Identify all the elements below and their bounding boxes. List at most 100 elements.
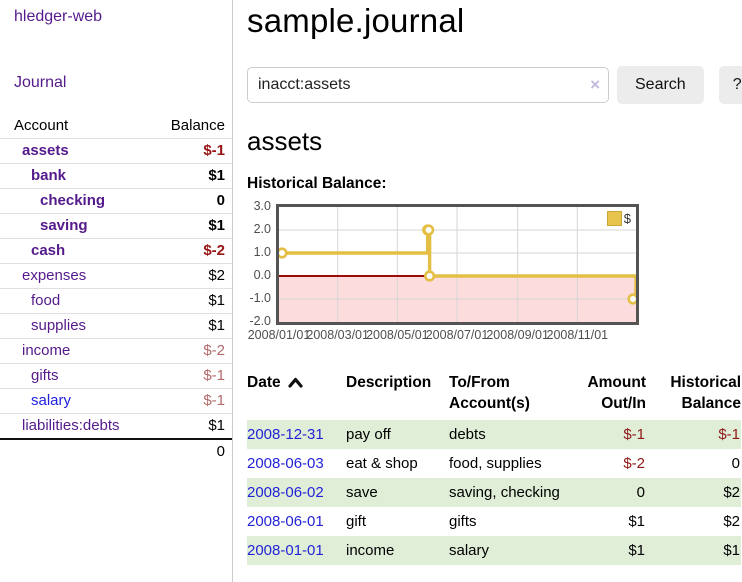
app-brand-link[interactable]: hledger-web [14, 8, 103, 25]
x-axis-tick-label: 2008/05/01 [366, 328, 429, 342]
register-date-cell: 2008-12-31 [247, 420, 346, 449]
sidebar-account-link[interactable]: cash [31, 242, 66, 259]
account-heading: assets [247, 126, 323, 156]
account-balance: $1 [208, 217, 225, 234]
transaction-date-link[interactable]: 2008-06-01 [247, 513, 324, 530]
sort-ascending-icon [288, 377, 303, 388]
register-row: 2008-12-31 pay off debts $-1 $-1 [247, 420, 741, 449]
legend-swatch-icon [606, 211, 622, 226]
help-button[interactable]: ? [718, 66, 742, 104]
transaction-date-link[interactable]: 2008-12-31 [247, 426, 324, 443]
balance-chart: $ 3.0 2.0 1.0 0.0 -1.0 -2.0 2008/01/01 2008/03/… [247, 199, 742, 349]
account-balance: $1 [208, 417, 225, 434]
search-button[interactable]: Search [617, 66, 704, 104]
account-row: food $1 [0, 288, 232, 313]
register-accounts-cell: saving, checking [449, 484, 560, 501]
accounts-total-row: 0 [0, 438, 232, 464]
account-row: liabilities:debts $1 [0, 413, 232, 438]
register-description-cell: pay off [346, 426, 391, 443]
page-title: sample.journal [247, 2, 465, 39]
search-form: × Search ? [247, 66, 742, 104]
account-balance: $1 [208, 292, 225, 309]
sidebar-account-link[interactable]: saving [40, 217, 88, 234]
register-accounts-cell: gifts [449, 513, 477, 530]
account-balance: $2 [208, 267, 225, 284]
transaction-date-link[interactable]: 2008-01-01 [247, 542, 324, 559]
sidebar-account-link[interactable]: income [22, 342, 71, 359]
register-row: 2008-06-01 gift gifts $1 $2 [247, 507, 741, 536]
sidebar-account-link[interactable]: salary [31, 392, 72, 409]
register-amount-cell: $-1 [623, 426, 645, 443]
clear-search-icon[interactable]: × [590, 75, 600, 94]
accounts-table: Account Balance assets $-1 bank $1 checking 0… [0, 114, 232, 464]
account-balance: 0 [216, 192, 225, 209]
register-description-cell: save [346, 484, 378, 501]
y-axis-tick-label: -2.0 [249, 314, 271, 328]
y-axis-tick-label: 2.0 [253, 222, 271, 236]
account-row: saving $1 [0, 213, 232, 238]
y-axis-tick-label: 0.0 [253, 268, 271, 282]
historical-balance-label: Historical Balance: [247, 175, 387, 192]
search-input[interactable] [247, 67, 609, 103]
search-box: × [247, 67, 609, 103]
sidebar-account-link[interactable]: assets [22, 142, 69, 159]
account-row: expenses $2 [0, 263, 232, 288]
register-date-cell: 2008-01-01 [247, 536, 346, 565]
x-axis-tick-label: 2008/01/01 [247, 328, 311, 342]
register-accounts-cell: salary [449, 542, 490, 559]
account-balance: $-2 [203, 242, 225, 259]
sidebar-account-link[interactable]: food [31, 292, 61, 309]
register-balance-cell: $2 [723, 484, 740, 501]
chart-legend: $ [606, 211, 631, 226]
transaction-date-link[interactable]: 2008-06-02 [247, 484, 324, 501]
x-axis-tick-label: 2008/07/01 [425, 328, 489, 342]
register-balance-cell: $1 [723, 542, 740, 559]
register-date-cell: 2008-06-01 [247, 507, 346, 536]
register-accounts-cell: food, supplies [449, 455, 542, 472]
account-row: supplies $1 [0, 313, 232, 338]
account-balance: $-1 [203, 367, 225, 384]
account-row: assets $-1 [0, 139, 232, 163]
account-balance: $1 [208, 317, 225, 334]
x-axis-tick-label: 2008/03/01 [306, 328, 369, 342]
account-row: checking 0 [0, 188, 232, 213]
sidebar: hledger-web Journal Account Balance asse… [0, 0, 233, 582]
date-header-label: Date [247, 374, 281, 391]
accounts-table-header: Account Balance [0, 114, 232, 139]
x-axis-tick-label: 2008/09/01 [486, 328, 549, 342]
sidebar-account-link[interactable]: liabilities:debts [22, 417, 120, 434]
sidebar-account-link[interactable]: checking [40, 192, 106, 209]
register-amount-cell: $1 [628, 513, 645, 530]
account-row: salary $-1 [0, 388, 232, 413]
transaction-date-link[interactable]: 2008-06-03 [247, 455, 324, 472]
register-row: 2008-06-03 eat & shop food, supplies $-2 0 [247, 449, 741, 478]
account-balance: $1 [208, 167, 225, 184]
register-header-row: Date Description To/From Account(s) Amou… [247, 370, 741, 420]
register-amount-cell: $1 [628, 542, 645, 559]
sidebar-account-link[interactable]: supplies [31, 317, 87, 334]
legend-label: $ [623, 211, 631, 226]
register-table: Date Description To/From Account(s) Amou… [247, 370, 741, 565]
column-header-date[interactable]: Date [247, 370, 346, 420]
sidebar-item-journal[interactable]: Journal [14, 74, 67, 91]
account-row: cash $-2 [0, 238, 232, 263]
sidebar-account-link[interactable]: gifts [31, 367, 59, 384]
column-header-description: Description [346, 374, 432, 391]
register-body: 2008-12-31 pay off debts $-1 $-1 2008-06-03 ea… [247, 420, 741, 565]
register-balance-cell: $2 [723, 513, 740, 530]
register-description-cell: eat & shop [346, 455, 418, 472]
sidebar-account-link[interactable]: bank [31, 167, 67, 184]
register-date-cell: 2008-06-02 [247, 478, 346, 507]
y-axis-tick-label: 1.0 [253, 245, 271, 259]
balance-column-header: Balance [170, 117, 225, 134]
account-balance: $-1 [203, 142, 225, 159]
register-description-cell: income [346, 542, 395, 559]
chart-plot-area[interactable]: $ [276, 204, 639, 325]
y-axis-tick-label: 3.0 [253, 199, 271, 213]
sidebar-account-link[interactable]: expenses [22, 267, 87, 284]
register-amount-cell: $-2 [623, 455, 645, 472]
account-row: gifts $-1 [0, 363, 232, 388]
register-accounts-cell: debts [449, 426, 486, 443]
account-row: income $-2 [0, 338, 232, 363]
